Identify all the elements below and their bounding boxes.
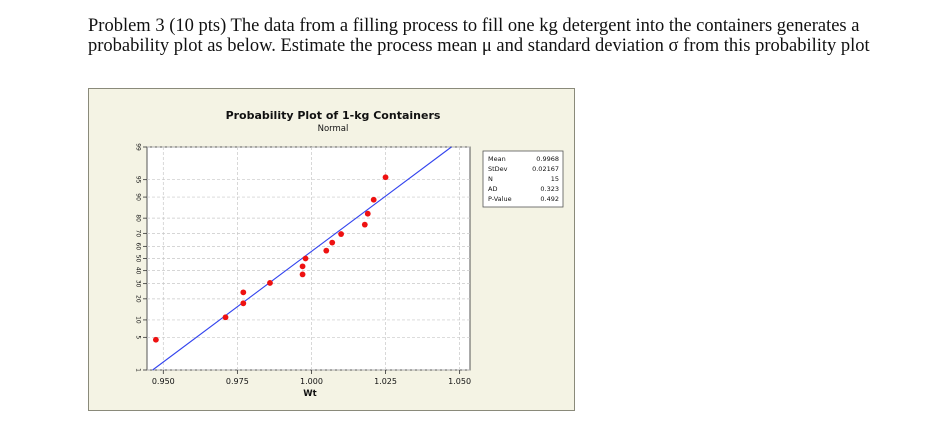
- y-tick-label: 95: [135, 176, 142, 184]
- x-tick-label: 1.050: [448, 377, 471, 386]
- data-point: [323, 247, 330, 254]
- stat-value: 0.02167: [532, 165, 559, 173]
- chart-subtitle: Normal: [318, 124, 349, 134]
- fit-line: [152, 146, 452, 371]
- x-tick-label: 0.950: [152, 377, 175, 386]
- stats-box-border: [482, 150, 564, 208]
- stats-box: Mean 0.9968 StDev 0.02167 N 15 AD 0.323 P-Value 0…: [482, 150, 564, 208]
- y-tick-label: 50: [135, 255, 142, 263]
- data-point: [240, 300, 247, 307]
- stat-value: 0.492: [540, 195, 559, 203]
- stat-value: 0.323: [540, 185, 559, 193]
- data-point: [382, 174, 389, 181]
- data-point: [267, 280, 273, 286]
- grid-lines: [147, 146, 470, 371]
- data-point: [222, 314, 229, 321]
- data-point: [152, 336, 159, 343]
- stat-label: AD: [488, 185, 497, 193]
- x-axis-label: Wt: [303, 389, 316, 399]
- y-tick-label: 80: [135, 214, 142, 222]
- x-axis: 0.950 0.975 1.000 1.025 1.050: [152, 370, 471, 386]
- stat-label: Mean: [488, 155, 506, 163]
- chart-title: Probability Plot of 1-kg Containers: [226, 109, 441, 122]
- data-point: [338, 231, 344, 237]
- stat-value: 0.9968: [536, 155, 559, 163]
- stat-label: N: [488, 175, 493, 183]
- y-tick-label: 20: [135, 295, 142, 303]
- x-tick-label: 1.025: [374, 377, 397, 386]
- y-tick-label: 90: [135, 193, 142, 201]
- stat-value: 15: [551, 175, 559, 183]
- data-point: [299, 271, 306, 278]
- data-point: [329, 239, 336, 246]
- probability-plot: Probability Plot of 1-kg Containers Norm…: [135, 109, 564, 399]
- data-point: [370, 196, 377, 203]
- y-tick-label: 5: [135, 335, 142, 339]
- y-tick-label: 30: [135, 280, 142, 288]
- chart-frame: Probability Plot of 1-kg Containers Norm…: [88, 88, 575, 411]
- data-point: [299, 263, 306, 270]
- fit-line-group: [152, 146, 452, 371]
- problem-statement: Problem 3 (10 pts) The data from a filli…: [88, 16, 870, 56]
- y-tick-label: 70: [135, 230, 142, 238]
- y-axis: 1 5 10 20 30 40 50 60 70 80 90 95 99: [135, 143, 147, 372]
- y-tick-label: 40: [135, 267, 142, 275]
- stat-label: P-Value: [488, 195, 512, 203]
- y-tick-label: 10: [135, 316, 142, 324]
- y-tick-label: 99: [135, 143, 142, 151]
- x-tick-label: 1.000: [300, 377, 323, 386]
- data-point: [240, 289, 247, 296]
- data-point: [361, 221, 368, 228]
- data-point: [364, 210, 371, 217]
- stat-label: StDev: [488, 165, 508, 173]
- y-tick-label: 60: [135, 243, 142, 251]
- data-point: [302, 255, 309, 262]
- x-tick-label: 0.975: [226, 377, 249, 386]
- data-points: [152, 174, 389, 343]
- y-tick-label: 1: [135, 368, 142, 372]
